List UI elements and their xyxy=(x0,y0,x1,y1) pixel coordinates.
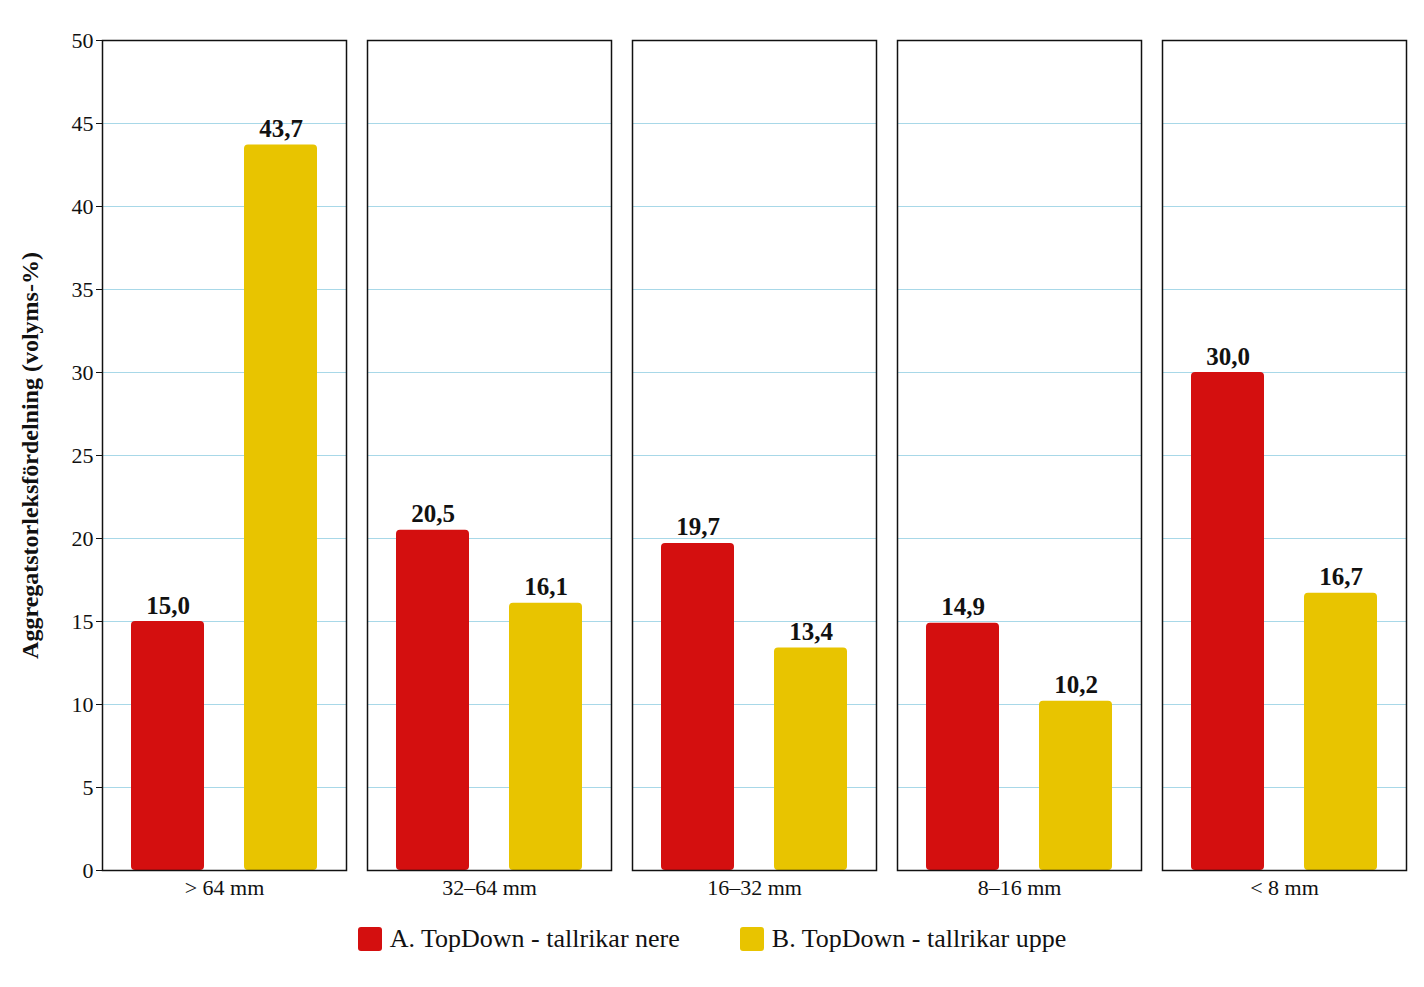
svg-text:10: 10 xyxy=(72,692,94,717)
svg-text:32–64 mm: 32–64 mm xyxy=(442,875,537,900)
svg-text:25: 25 xyxy=(72,443,94,468)
svg-text:16,1: 16,1 xyxy=(524,573,568,600)
svg-text:20: 20 xyxy=(72,526,94,551)
svg-text:35: 35 xyxy=(72,277,94,302)
svg-text:> 64 mm: > 64 mm xyxy=(185,875,265,900)
svg-text:15: 15 xyxy=(72,609,94,634)
svg-text:15,0: 15,0 xyxy=(146,592,190,619)
html-text:A. TopDown - tallrikar nere: A. TopDown - tallrikar nere xyxy=(389,924,680,953)
svg-text:10,2: 10,2 xyxy=(1054,671,1098,698)
svg-text:14,9: 14,9 xyxy=(941,593,985,620)
svg-text:30: 30 xyxy=(72,360,94,385)
svg-text:< 8 mm: < 8 mm xyxy=(1250,875,1319,900)
svg-text:5: 5 xyxy=(83,775,94,800)
svg-text:0: 0 xyxy=(83,858,94,883)
svg-text:30,0: 30,0 xyxy=(1206,343,1250,370)
svg-text:40: 40 xyxy=(72,194,94,219)
svg-text:20,5: 20,5 xyxy=(411,500,455,527)
svg-text:19,7: 19,7 xyxy=(676,513,720,540)
svg-text:13,4: 13,4 xyxy=(789,618,833,645)
svg-text:Aggregatstorleksfördelning (vo: Aggregatstorleksfördelning (volyms-%) xyxy=(17,252,43,659)
svg-text:43,7: 43,7 xyxy=(259,115,303,142)
html-text:B. TopDown - tallrikar uppe: B. TopDown - tallrikar uppe xyxy=(771,924,1067,953)
svg-text:16–32 mm: 16–32 mm xyxy=(707,875,802,900)
svg-text:16,7: 16,7 xyxy=(1319,563,1363,590)
svg-text:45: 45 xyxy=(72,111,94,136)
svg-text:8–16 mm: 8–16 mm xyxy=(978,875,1062,900)
svg-text:50: 50 xyxy=(72,28,94,53)
